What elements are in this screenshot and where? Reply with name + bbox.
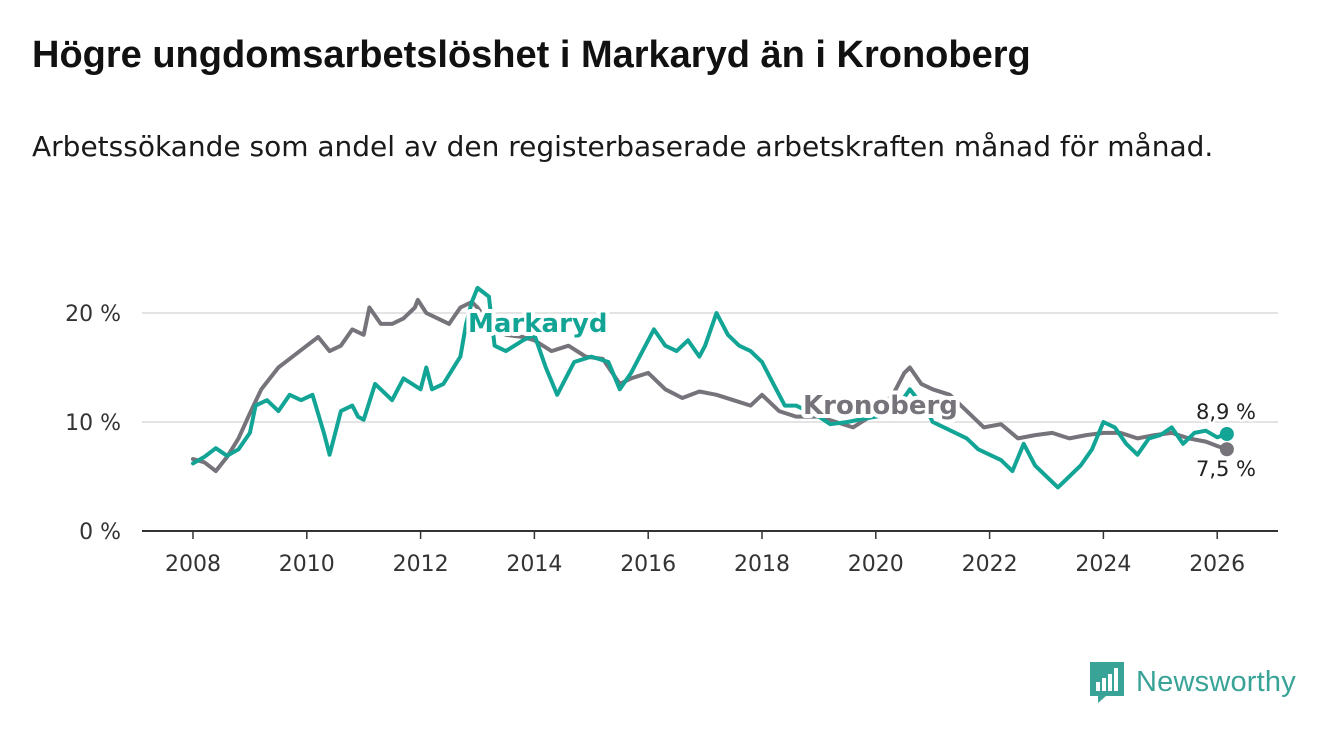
series-labels: Markaryd Kronoberg 8,9 % 7,5 % <box>464 305 1259 484</box>
series-label-markaryd: Markaryd <box>468 309 607 339</box>
series-lines <box>191 285 1234 490</box>
end-label-markaryd: 8,9 % <box>1196 400 1256 424</box>
gridlines <box>142 312 1278 423</box>
series-line-kronoberg <box>191 297 1229 474</box>
chart-subtitle: Arbetssökande som andel av den registerb… <box>32 130 1214 163</box>
y-tick-label: 0 % <box>79 520 121 545</box>
end-label-kronoberg: 7,5 % <box>1196 457 1256 481</box>
newsworthy-logo-icon <box>1090 662 1124 703</box>
series-end-marker-kronoberg <box>1219 442 1234 457</box>
newsworthy-brand[interactable]: Newsworthy <box>1088 660 1296 704</box>
y-tick-label: 20 % <box>65 302 121 327</box>
brand-label: Newsworthy <box>1136 665 1296 698</box>
x-tick-label: 2008 <box>165 552 221 577</box>
x-tick-label: 2018 <box>734 552 790 577</box>
x-tick-label: 2026 <box>1189 552 1245 577</box>
x-tick-label: 2014 <box>506 552 562 577</box>
x-tick-label: 2024 <box>1075 552 1131 577</box>
x-tick-label: 2020 <box>848 552 904 577</box>
series-line-markaryd <box>191 285 1229 490</box>
x-tick-label: 2016 <box>620 552 676 577</box>
series-end-marker-markaryd <box>1219 426 1234 441</box>
y-tick-label: 10 % <box>65 411 121 436</box>
chart-title: Högre ungdomsarbetslöshet i Markaryd än … <box>32 34 1031 76</box>
x-tick-label: 2010 <box>279 552 335 577</box>
x-tick-label: 2012 <box>393 552 449 577</box>
x-tick-label: 2022 <box>962 552 1018 577</box>
series-label-kronoberg: Kronoberg <box>803 391 958 421</box>
axes: 0 % 10 % 20 % 2008 2010 2012 2014 2016 2018 2020 2… <box>65 302 1278 577</box>
